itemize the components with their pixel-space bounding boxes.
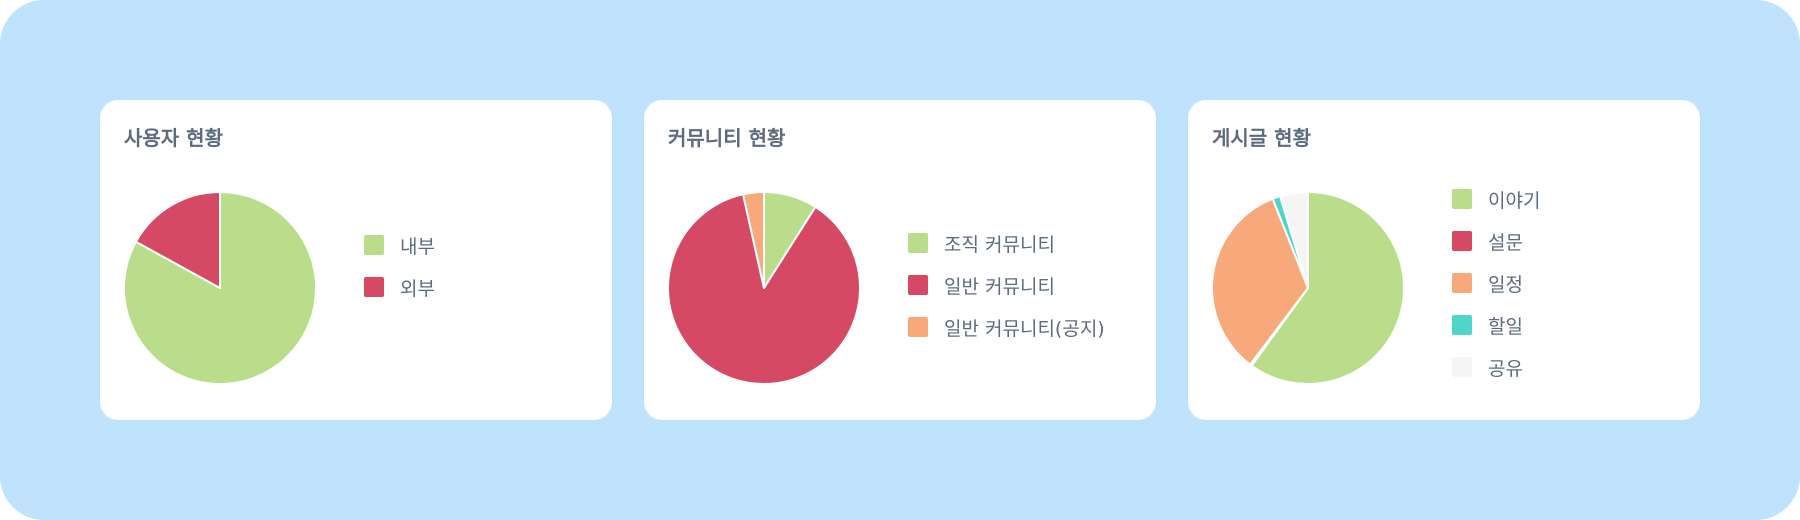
legend-item[interactable]: 공유	[1452, 346, 1540, 388]
legend-item[interactable]: 이야기	[1452, 178, 1540, 220]
legend-label: 일반 커뮤니티	[944, 275, 1055, 298]
pie-slice-일반-커뮤니티[interactable]	[667, 193, 861, 385]
legend-swatch	[1452, 189, 1472, 209]
legend-item[interactable]: 조직 커뮤니티	[908, 222, 1105, 264]
user-status-title: 사용자 현황	[124, 126, 223, 150]
legend-item[interactable]: 일반 커뮤니티(공지)	[908, 306, 1105, 348]
community-status-pie-chart	[667, 191, 861, 385]
pie-slice-일반-커뮤니티-공지[interactable]	[742, 191, 765, 289]
legend-item[interactable]: 일반 커뮤니티	[908, 264, 1105, 306]
pie-slice-이야기[interactable]	[1250, 191, 1405, 385]
legend-swatch	[364, 277, 384, 297]
legend-item[interactable]: 설문	[1452, 220, 1540, 262]
legend-label: 공유	[1488, 357, 1523, 380]
legend-swatch	[1452, 273, 1472, 293]
user-status-pie-chart	[123, 191, 317, 385]
pie-slice-외부[interactable]	[134, 191, 221, 289]
legend-label: 조직 커뮤니티	[944, 233, 1055, 256]
pie-slice-내부[interactable]	[123, 191, 317, 385]
pie-slice-공유[interactable]	[1279, 191, 1309, 289]
legend-item[interactable]: 할일	[1452, 304, 1540, 346]
legend-swatch	[908, 233, 928, 253]
legend-label: 이야기	[1488, 189, 1541, 212]
legend-item[interactable]: 외부	[364, 266, 435, 308]
legend-swatch	[1452, 315, 1472, 335]
community-status-title: 커뮤니티 현황	[668, 126, 786, 150]
post-status-title: 게시글 현황	[1212, 126, 1311, 150]
legend-item[interactable]: 내부	[364, 224, 435, 266]
legend-label: 일정	[1488, 273, 1523, 296]
legend-swatch	[908, 317, 928, 337]
legend-item[interactable]: 일정	[1452, 262, 1540, 304]
legend-label: 내부	[400, 235, 435, 258]
legend-label: 외부	[400, 277, 435, 300]
legend-swatch	[364, 235, 384, 255]
legend-label: 설문	[1488, 231, 1523, 254]
legend-label: 할일	[1488, 315, 1523, 338]
legend-swatch	[1452, 231, 1472, 251]
legend-swatch	[908, 275, 928, 295]
legend-swatch	[1452, 357, 1472, 377]
pie-slice-일정[interactable]	[1211, 197, 1309, 366]
legend-label: 일반 커뮤니티(공지)	[944, 317, 1105, 340]
post-status-pie-chart	[1211, 191, 1405, 385]
